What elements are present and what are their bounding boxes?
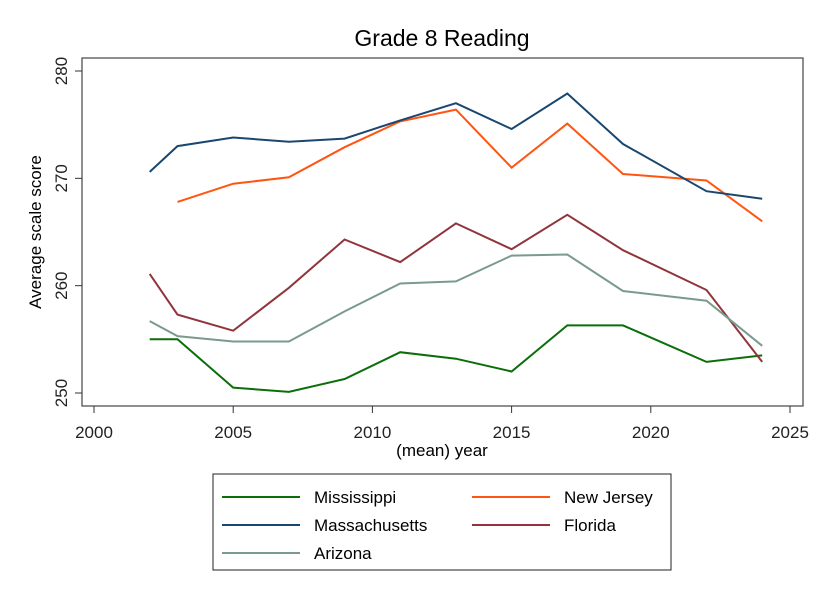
series-line-florida (148, 213, 763, 363)
legend-label: Arizona (314, 544, 372, 563)
x-axis: 2000 2005 2010 2015 2020 2025 (75, 406, 809, 442)
y-axis-label: Average scale score (26, 155, 45, 309)
series-line-massachusetts (149, 92, 763, 200)
legend-label: Mississippi (314, 488, 396, 507)
legend-label: Florida (564, 516, 617, 535)
series-line-arizona (149, 253, 763, 347)
x-axis-label: (mean) year (396, 441, 488, 460)
y-tick-label: 250 (52, 379, 71, 407)
x-tick-label: 2015 (493, 423, 531, 442)
x-tick-label: 2000 (75, 423, 113, 442)
y-tick-label: 280 (52, 57, 71, 85)
legend-item-new-jersey: New Jersey (472, 488, 653, 507)
legend-label: New Jersey (564, 488, 653, 507)
legend-label: Massachusetts (314, 516, 427, 535)
y-tick-label: 270 (52, 164, 71, 192)
series-line-mississippi (149, 324, 763, 393)
legend: Mississippi New Jersey Massachusetts Florid… (212, 473, 672, 571)
legend-item-florida: Florida (472, 516, 617, 535)
legend-item-mississippi: Mississippi (222, 488, 396, 507)
x-tick-label: 2005 (214, 423, 252, 442)
x-tick-label: 2010 (353, 423, 391, 442)
legend-item-arizona: Arizona (222, 544, 372, 563)
y-axis: 250 260 270 280 (52, 57, 82, 407)
x-tick-label: 2020 (632, 423, 670, 442)
y-tick-label: 260 (52, 271, 71, 299)
legend-item-massachusetts: Massachusetts (222, 516, 427, 535)
chart-title: Grade 8 Reading (354, 25, 529, 51)
series-lines (148, 92, 763, 393)
x-tick-label: 2025 (771, 423, 809, 442)
series-line-new-jersey (177, 108, 763, 223)
